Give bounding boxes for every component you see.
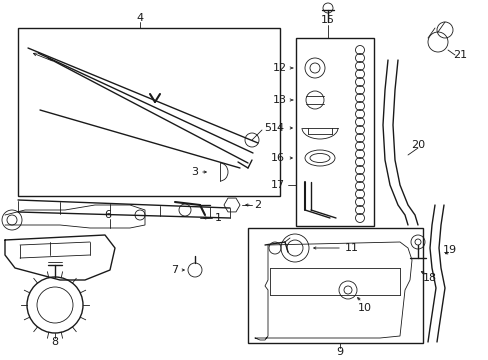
Text: 20: 20 <box>410 140 424 150</box>
Text: 3: 3 <box>191 167 198 177</box>
Text: 19: 19 <box>442 245 456 255</box>
Text: 14: 14 <box>270 123 285 133</box>
Text: 2: 2 <box>254 200 261 210</box>
Text: 11: 11 <box>345 243 358 253</box>
Text: 17: 17 <box>270 180 285 190</box>
Text: 15: 15 <box>320 15 334 25</box>
Text: 16: 16 <box>270 153 285 163</box>
Text: 7: 7 <box>171 265 178 275</box>
Bar <box>295 38 373 226</box>
Text: 13: 13 <box>272 95 286 105</box>
Text: 10: 10 <box>357 303 371 313</box>
Text: 18: 18 <box>422 273 436 283</box>
Bar <box>247 228 422 343</box>
Text: 12: 12 <box>272 63 286 73</box>
Text: 8: 8 <box>51 337 59 347</box>
Text: 6: 6 <box>104 210 111 220</box>
Text: 21: 21 <box>452 50 466 60</box>
Bar <box>18 28 280 196</box>
Text: 9: 9 <box>336 347 343 357</box>
Text: 4: 4 <box>136 13 143 23</box>
Text: 1: 1 <box>214 213 221 223</box>
Text: 5: 5 <box>264 123 271 133</box>
